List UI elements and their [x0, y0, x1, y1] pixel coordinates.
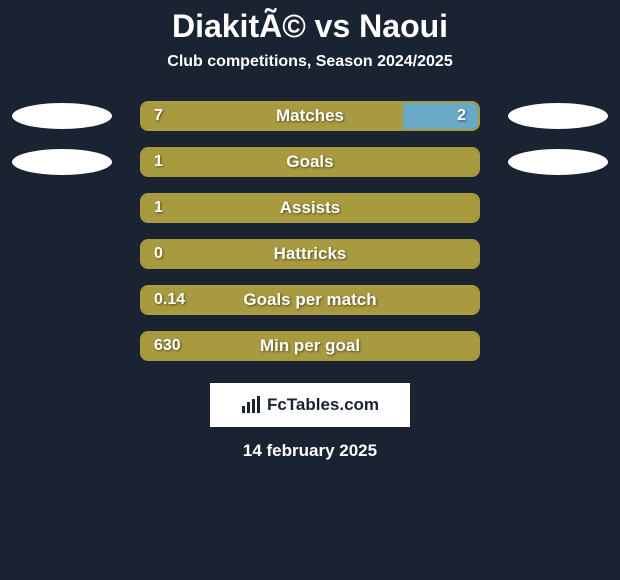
footer-logo: FcTables.com: [210, 383, 410, 427]
stat-left-value: 630: [154, 337, 181, 355]
stat-row: 7 Matches 2: [2, 101, 618, 131]
stat-bar: 0 Hattricks: [140, 239, 480, 269]
stat-right-value: 2: [457, 107, 466, 125]
stat-bar: 1 Assists: [140, 193, 480, 223]
bar-left-fill: [142, 103, 403, 129]
stat-label: Goals per match: [243, 290, 376, 310]
stat-bar: 7 Matches 2: [140, 101, 480, 131]
jersey-right-icon: [508, 103, 608, 129]
stat-label: Hattricks: [274, 244, 347, 264]
bar-right-fill: [403, 103, 478, 129]
comparison-subtitle: Club competitions, Season 2024/2025: [167, 53, 452, 71]
stat-label: Assists: [280, 198, 340, 218]
stat-bar: 1 Goals: [140, 147, 480, 177]
stat-label: Goals: [286, 152, 333, 172]
stat-row: 1 Goals: [2, 147, 618, 177]
chart-icon: [241, 396, 261, 414]
stat-left-value: 0: [154, 245, 163, 263]
stat-row: 630 Min per goal: [2, 331, 618, 361]
stat-row: 0.14 Goals per match: [2, 285, 618, 315]
footer-date: 14 february 2025: [243, 441, 377, 461]
jersey-left-icon: [12, 103, 112, 129]
stat-label: Min per goal: [260, 336, 360, 356]
stat-left-value: 0.14: [154, 291, 185, 309]
jersey-right-icon: [508, 149, 608, 175]
stat-bar: 630 Min per goal: [140, 331, 480, 361]
stat-row: 1 Assists: [2, 193, 618, 223]
stat-bar: 0.14 Goals per match: [140, 285, 480, 315]
comparison-title: DiakitÃ© vs Naoui: [172, 8, 448, 45]
jersey-left-icon: [12, 149, 112, 175]
stat-row: 0 Hattricks: [2, 239, 618, 269]
stat-left-value: 1: [154, 199, 163, 217]
stats-region: 7 Matches 2 1 Goals 1 Assists 0 Hattricks 0.14 Goa…: [2, 101, 618, 377]
footer-logo-text: FcTables.com: [267, 395, 379, 415]
stat-left-value: 7: [154, 107, 163, 125]
stat-left-value: 1: [154, 153, 163, 171]
stat-label: Matches: [276, 106, 344, 126]
